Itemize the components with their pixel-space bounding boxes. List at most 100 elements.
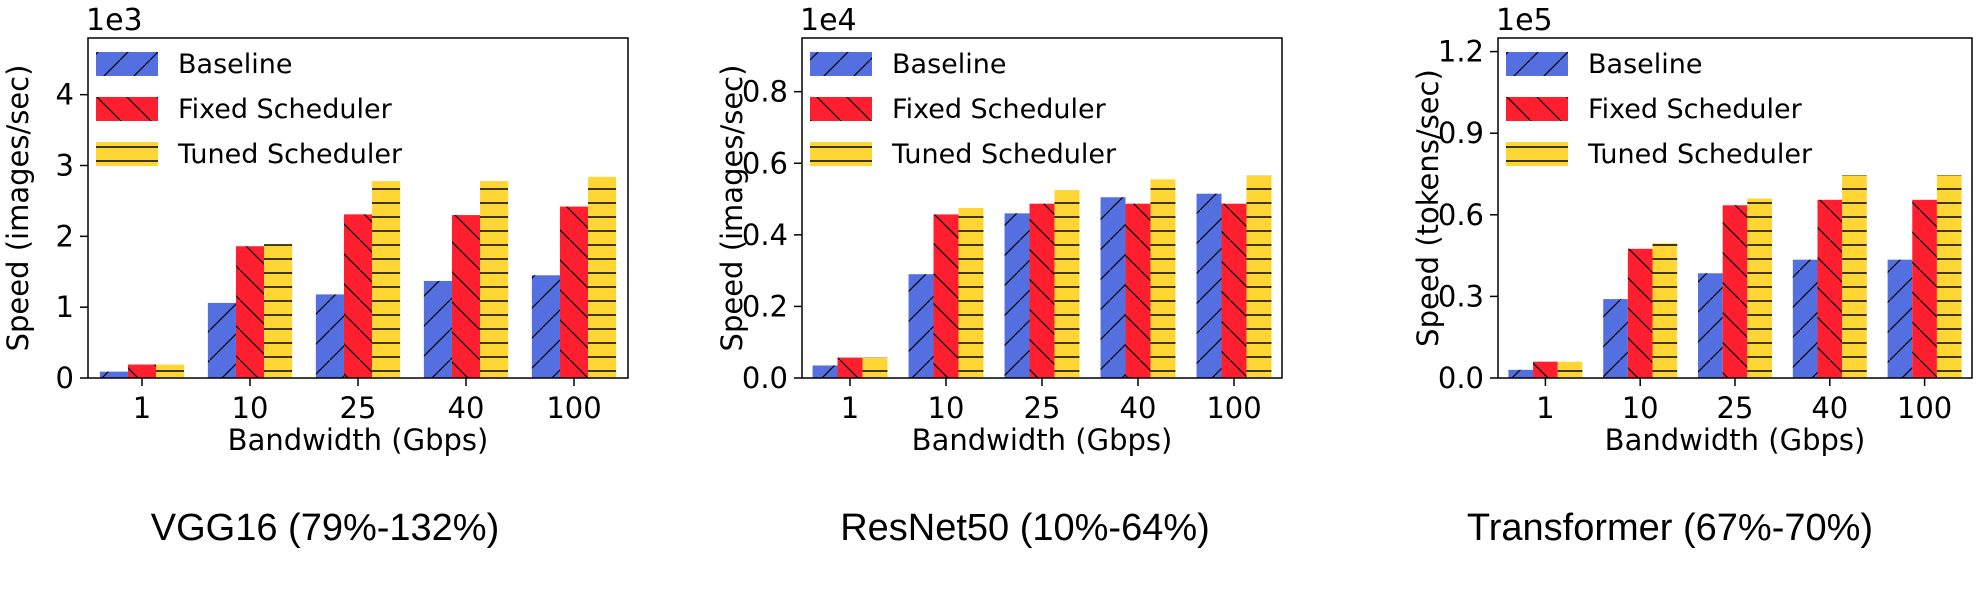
y-tick-label: 0.0 — [742, 361, 788, 395]
bar-baseline-25-hatch — [1698, 273, 1723, 378]
legend-label: Fixed Scheduler — [1588, 94, 1803, 125]
bar-baseline-1-hatch — [99, 371, 128, 378]
x-tick-label: 40 — [1120, 391, 1157, 425]
bar-baseline-40-hatch — [1792, 259, 1818, 378]
bar-baseline-25-hatch — [1004, 213, 1030, 378]
y-tick-label: 0.8 — [742, 75, 788, 109]
legend-label: Baseline — [1588, 49, 1702, 80]
y-scale-label: 1e5 — [1496, 3, 1553, 38]
x-tick-label: 25 — [1024, 391, 1061, 425]
y-ticks: 0 1 2 3 4 — [56, 78, 88, 395]
legend: Baseline Fixed Scheduler Tuned Scheduler — [96, 49, 403, 170]
legend-swatch-fixed-scheduler-hatch — [1506, 97, 1568, 121]
legend-swatch-tuned-scheduler-hatch — [1506, 142, 1568, 166]
y-tick-label: 1 — [56, 290, 74, 324]
y-axis-label: Speed (images/sec) — [1, 65, 35, 352]
bar-fixed-scheduler-40-hatch — [1125, 203, 1151, 378]
legend-swatch-tuned-scheduler-hatch — [96, 142, 158, 166]
bar-tuned-scheduler-1-hatch — [1557, 361, 1583, 378]
bar-tuned-scheduler-40-hatch — [1150, 179, 1176, 378]
bar-fixed-scheduler-40-hatch — [1817, 199, 1843, 378]
x-ticks: 1 10 25 40 100 — [1536, 378, 1952, 425]
x-tick-label: 40 — [448, 391, 485, 425]
bars — [1508, 175, 1962, 378]
chart-panel-resnet50: 0.0 0.2 0.4 0.6 0.8 1 10 25 40 100 1e4 Speed (im… — [715, 3, 1283, 549]
y-tick-label: 0.6 — [1438, 198, 1484, 232]
legend-label: Tuned Scheduler — [1587, 139, 1813, 170]
legend-swatch-fixed-scheduler-hatch — [96, 97, 158, 121]
bar-fixed-scheduler-1-hatch — [1533, 361, 1558, 378]
bar-tuned-scheduler-1-hatch — [862, 357, 888, 378]
bar-tuned-scheduler-25-hatch — [1747, 198, 1772, 378]
bar-baseline-10-hatch — [207, 302, 236, 378]
bar-baseline-40-hatch — [1100, 197, 1126, 378]
plot-frame — [1497, 37, 1973, 379]
bar-tuned-scheduler-10-hatch — [958, 208, 984, 378]
y-scale-label: 1e4 — [800, 3, 857, 38]
bar-tuned-scheduler-100-hatch — [588, 176, 617, 378]
bar-baseline-25-hatch — [315, 294, 344, 378]
plot-frame — [87, 37, 629, 379]
x-ticks: 1 10 25 40 100 — [841, 378, 1262, 425]
bar-fixed-scheduler-25-hatch — [1029, 203, 1055, 378]
x-tick-label: 25 — [1717, 391, 1754, 425]
y-axis-label: Speed (tokens/sec) — [1411, 69, 1445, 347]
bar-fixed-scheduler-40-hatch — [451, 215, 481, 378]
legend-label: Baseline — [178, 49, 292, 80]
bar-tuned-scheduler-40-hatch — [480, 181, 509, 378]
bar-fixed-scheduler-10-hatch — [1627, 248, 1653, 378]
bar-tuned-scheduler-10-hatch — [264, 244, 293, 378]
legend-swatch-fixed-scheduler-hatch — [810, 97, 872, 121]
bar-fixed-scheduler-25-hatch — [1722, 205, 1748, 378]
legend-label: Fixed Scheduler — [178, 94, 393, 125]
chart-caption: ResNet50 (10%-64%) — [840, 507, 1210, 549]
bar-baseline-10-hatch — [1603, 299, 1628, 378]
bar-tuned-scheduler-1-hatch — [156, 364, 185, 378]
bar-baseline-100-hatch — [1887, 259, 1913, 378]
bar-tuned-scheduler-25-hatch — [1054, 190, 1080, 378]
legend: Baseline Fixed Scheduler Tuned Scheduler — [810, 49, 1117, 170]
y-tick-label: 3 — [56, 149, 74, 183]
chart-caption: VGG16 (79%-132%) — [151, 507, 500, 549]
plot-frame — [801, 37, 1283, 379]
bar-tuned-scheduler-10-hatch — [1652, 243, 1678, 378]
bar-baseline-1-hatch — [812, 365, 838, 378]
bar-fixed-scheduler-1-hatch — [837, 357, 863, 378]
y-ticks: 0.0 0.3 0.6 0.9 1.2 — [1438, 35, 1498, 395]
y-tick-label: 2 — [56, 219, 74, 253]
bar-baseline-1-hatch — [1508, 369, 1534, 378]
bars — [812, 175, 1272, 378]
x-axis-label: Bandwidth (Gbps) — [912, 423, 1173, 457]
y-scale-label: 1e3 — [86, 3, 143, 38]
bar-fixed-scheduler-1-hatch — [127, 364, 157, 378]
y-tick-label: 0 — [56, 361, 74, 395]
x-axis-label: Bandwidth (Gbps) — [1605, 423, 1866, 457]
legend-label: Tuned Scheduler — [891, 139, 1117, 170]
chart-caption: Transformer (67%-70%) — [1467, 507, 1873, 549]
x-axis-label: Bandwidth (Gbps) — [228, 423, 489, 457]
x-tick-label: 10 — [232, 391, 269, 425]
bar-baseline-40-hatch — [423, 280, 452, 378]
x-tick-label: 1 — [133, 391, 151, 425]
bar-fixed-scheduler-10-hatch — [235, 246, 265, 378]
y-tick-label: 0.9 — [1438, 116, 1484, 150]
bar-baseline-100-hatch — [531, 275, 560, 378]
y-tick-label: 4 — [56, 78, 74, 112]
legend-label: Baseline — [892, 49, 1006, 80]
legend-swatch-baseline-hatch — [1506, 52, 1568, 76]
bar-tuned-scheduler-100-hatch — [1936, 175, 1962, 378]
x-tick-label: 40 — [1811, 391, 1848, 425]
y-tick-label: 0.3 — [1438, 279, 1484, 313]
bar-fixed-scheduler-100-hatch — [559, 206, 589, 378]
bar-baseline-100-hatch — [1196, 193, 1222, 378]
bar-fixed-scheduler-100-hatch — [1221, 203, 1247, 378]
y-tick-label: 0.6 — [742, 146, 788, 180]
bar-tuned-scheduler-100-hatch — [1246, 175, 1272, 378]
bar-fixed-scheduler-100-hatch — [1912, 199, 1937, 378]
bar-tuned-scheduler-25-hatch — [372, 181, 401, 378]
x-tick-label: 25 — [340, 391, 377, 425]
bar-tuned-scheduler-40-hatch — [1842, 175, 1867, 378]
x-tick-label: 1 — [1536, 391, 1554, 425]
